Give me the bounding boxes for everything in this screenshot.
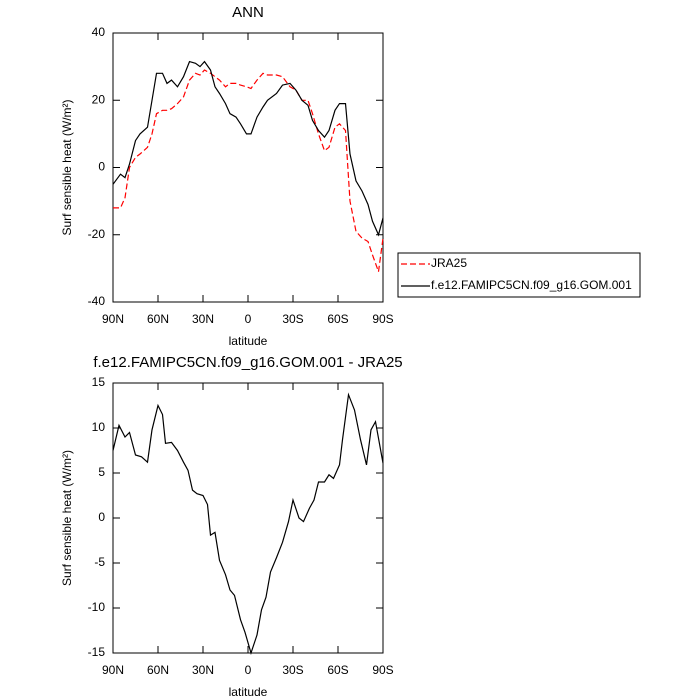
x-tick-label: 60S <box>327 312 348 326</box>
y-axis-label: Surf sensible heat (W/m²) <box>60 450 74 586</box>
x-tick-label: 30N <box>192 312 214 326</box>
y-tick-label: 10 <box>92 420 106 434</box>
plot-frame <box>112 382 384 654</box>
x-tick-label: 30S <box>282 663 303 677</box>
y-tick-label: 0 <box>98 510 105 524</box>
legend-box <box>397 252 641 298</box>
y-tick-label: -40 <box>88 294 106 308</box>
y-tick-label: 5 <box>98 465 105 479</box>
data-line <box>112 392 384 656</box>
legend-label: JRA25 <box>431 256 467 270</box>
data-line <box>112 60 384 237</box>
x-tick-label: 30N <box>192 663 214 677</box>
data-line <box>113 69 384 272</box>
y-tick-label: -15 <box>88 645 106 659</box>
y-tick-label: 15 <box>92 375 106 389</box>
x-tick-label: 90S <box>372 663 393 677</box>
x-tick-label: 0 <box>245 663 252 677</box>
x-axis-label: latitude <box>229 685 268 699</box>
x-tick-label: 60N <box>147 663 169 677</box>
y-tick-label: -20 <box>88 227 106 241</box>
x-tick-label: 90S <box>372 312 393 326</box>
legend: JRA25 f.e12.FAMIPC5CN.f09_g16.GOM.001 <box>397 252 641 298</box>
x-tick-label: 0 <box>245 312 252 326</box>
x-tick-label: 90N <box>102 312 124 326</box>
x-axis-label: latitude <box>229 334 268 348</box>
y-axis-label: Surf sensible heat (W/m²) <box>60 99 74 235</box>
chart-title: ANN <box>232 4 264 21</box>
x-tick-label: 60N <box>147 312 169 326</box>
x-tick-label: 60S <box>327 663 348 677</box>
y-tick-label: -5 <box>94 555 105 569</box>
y-tick-label: 20 <box>92 92 106 106</box>
y-tick-label: 0 <box>98 160 105 174</box>
plot-frame <box>112 32 384 303</box>
x-tick-label: 90N <box>102 663 124 677</box>
chart-title: f.e12.FAMIPC5CN.f09_g16.GOM.001 - JRA25 <box>93 354 402 371</box>
y-tick-label: 40 <box>92 25 106 39</box>
x-tick-label: 30S <box>282 312 303 326</box>
legend-label: f.e12.FAMIPC5CN.f09_g16.GOM.001 <box>431 278 632 292</box>
y-tick-label: -10 <box>88 600 106 614</box>
